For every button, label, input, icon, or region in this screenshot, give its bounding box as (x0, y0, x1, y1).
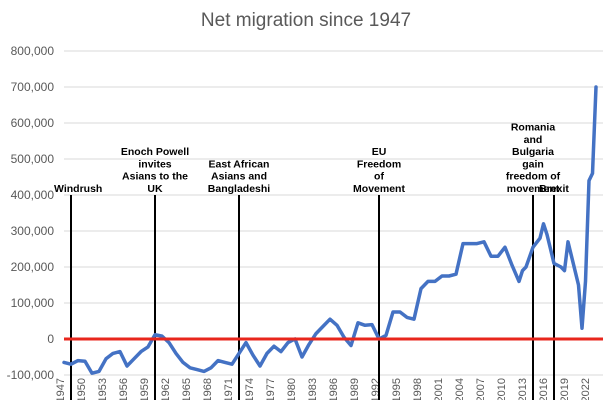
event-annotation: Romania (511, 122, 556, 134)
y-tick-label: 500,000 (11, 152, 55, 166)
x-tick-label: 2022 (580, 378, 592, 400)
x-tick-label: 1995 (391, 378, 403, 400)
event-annotation: Bulgaria (512, 146, 554, 158)
x-tick-label: 2016 (538, 378, 550, 400)
y-tick-label: 200,000 (11, 260, 55, 274)
x-axis-ticks: 1947 1950 1953 1956 1959 1962 1965 1968 1971 1974… (55, 378, 592, 400)
x-tick-label: 1956 (118, 378, 130, 400)
y-tick-label: 0 (47, 332, 54, 346)
event-annotation: and (524, 134, 543, 146)
x-tick-label: 1998 (412, 378, 424, 400)
series-layer (62, 85, 598, 375)
x-tick-label: 1959 (139, 378, 151, 400)
event-annotation: Movement (353, 183, 405, 195)
x-tick-label: 1986 (328, 378, 340, 400)
event-annotation: Freedom (357, 158, 401, 170)
event-annotation: Windrush (54, 183, 102, 195)
x-tick-label: 1983 (307, 378, 319, 400)
event-annotation: East African (209, 158, 270, 170)
y-axis-ticks: -100,000 0 100,000 200,000 300,000 400,000 500… (7, 44, 55, 382)
x-tick-label: 1992 (370, 378, 382, 400)
event-annotation: Brexit (539, 183, 569, 195)
gridlines (64, 50, 603, 376)
event-annotation: Bangladeshi (208, 183, 271, 195)
chart-title: Net migration since 1947 (201, 10, 411, 31)
event-annotation: movement (507, 183, 560, 195)
y-tick-label: 300,000 (11, 224, 55, 238)
event-annotation: invites (138, 158, 171, 170)
x-tick-label: 1953 (97, 378, 109, 400)
x-tick-label: 1968 (202, 378, 214, 400)
x-tick-label: 2019 (559, 378, 571, 400)
event-annotation: UK (147, 183, 163, 195)
event-annotation: Asians and (211, 171, 267, 183)
y-tick-label: 800,000 (11, 44, 55, 58)
x-tick-label: 2010 (496, 378, 508, 400)
x-tick-label: 2001 (433, 378, 445, 400)
x-tick-label: 1950 (76, 378, 88, 400)
event-annotation: freedom of (506, 171, 561, 183)
y-tick-label: 600,000 (11, 116, 55, 130)
x-tick-label: 1989 (349, 378, 361, 400)
series-line (62, 85, 598, 375)
event-annotation: gain (522, 158, 544, 170)
y-tick-label: 100,000 (11, 296, 55, 310)
x-tick-label: 1977 (265, 378, 277, 400)
x-tick-label: 1947 (55, 378, 67, 400)
x-tick-label: 1980 (286, 378, 298, 400)
x-tick-label: 1974 (244, 378, 256, 400)
event-annotation: of (374, 171, 384, 183)
event-annotation: EU (372, 146, 387, 158)
x-tick-label: 1965 (181, 378, 193, 400)
x-tick-label: 1971 (223, 378, 235, 400)
y-tick-label: 400,000 (11, 188, 55, 202)
x-tick-label: 2007 (475, 378, 487, 400)
x-tick-label: 2013 (517, 378, 529, 400)
x-tick-label: 2004 (454, 378, 466, 400)
event-annotation: Enoch Powell (121, 146, 189, 158)
event-annotation: Asians to the (122, 171, 188, 183)
y-tick-label: 700,000 (11, 80, 55, 94)
y-tick-label: -100,000 (7, 368, 55, 382)
x-tick-label: 1962 (160, 378, 172, 400)
